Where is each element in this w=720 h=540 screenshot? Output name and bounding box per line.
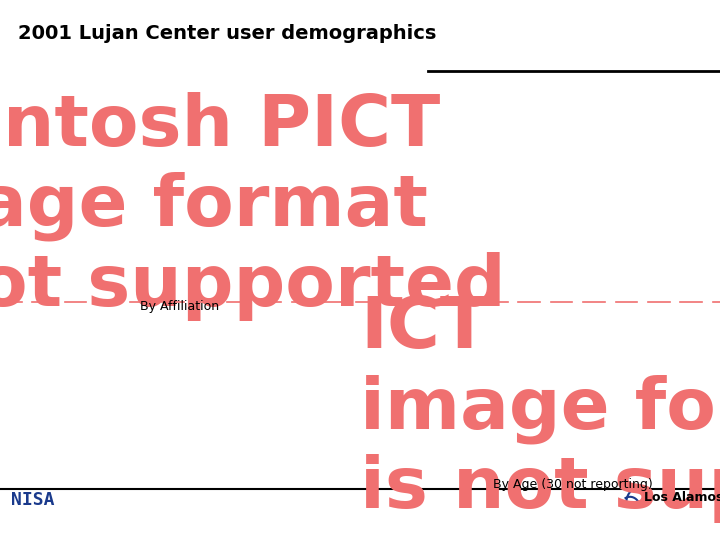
Text: Los Alamos: Los Alamos: [644, 491, 720, 504]
Text: By Age (30 not reporting): By Age (30 not reporting): [493, 478, 653, 491]
Text: NISA: NISA: [11, 491, 54, 509]
Text: 2001 Lujan Center user demographics: 2001 Lujan Center user demographics: [18, 24, 436, 43]
Text: intosh PICT
age format
ot supported: intosh PICT age format ot supported: [0, 92, 506, 321]
Text: ICT
image format
is not supported: ICT image format is not supported: [360, 294, 720, 523]
Text: By Affiliation: By Affiliation: [140, 300, 220, 313]
